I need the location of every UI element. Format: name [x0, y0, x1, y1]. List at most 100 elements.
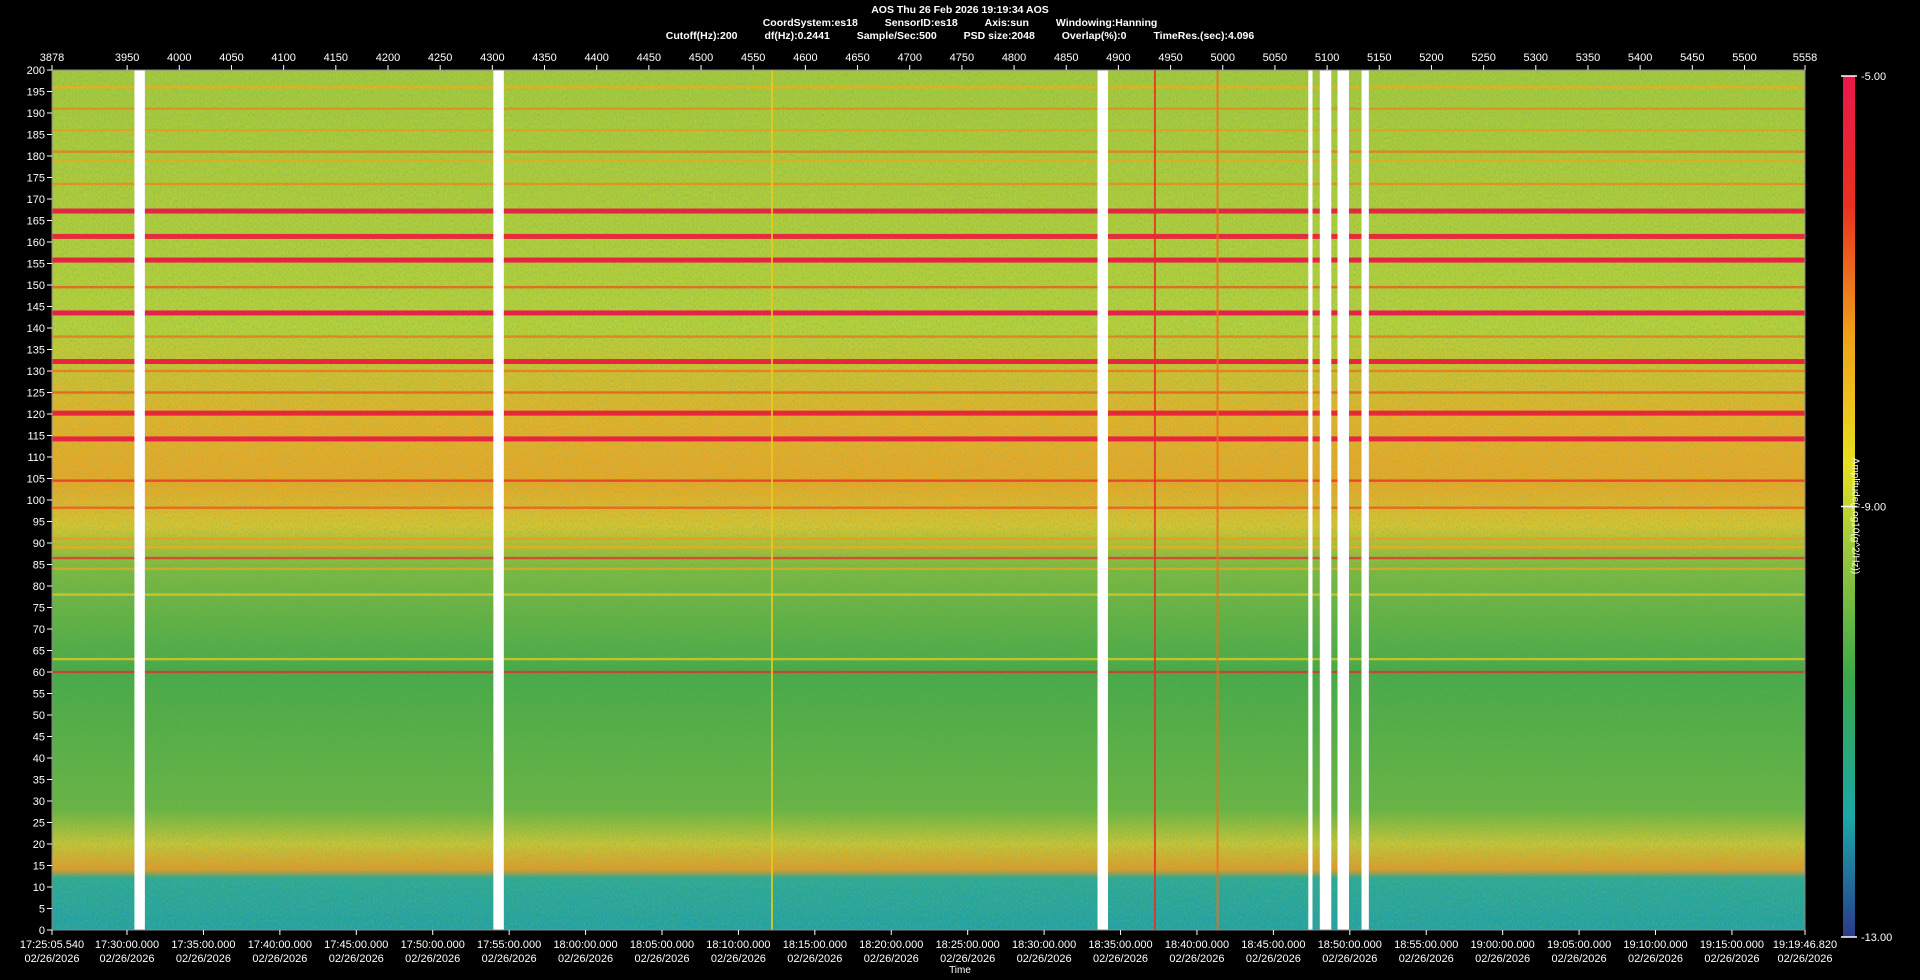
- top-tick-label: 4650: [845, 52, 869, 64]
- vertical-event-line: [770, 70, 773, 930]
- y-tick-label: 95: [33, 517, 45, 529]
- y-tick-label: 35: [33, 775, 45, 787]
- vertical-event-line: [1216, 70, 1219, 930]
- bottom-axis: 17:25:05.540 02/26/2026 17:30:00.000 02/26/…: [20, 930, 1837, 965]
- frequency-band: [52, 150, 1805, 153]
- top-tick-label: 5150: [1367, 52, 1391, 64]
- bottom-tick-time: 19:15:00.000: [1700, 939, 1764, 951]
- frequency-band: [52, 335, 1805, 338]
- bottom-tick-date: 02/26/2026: [176, 953, 231, 965]
- data-gap: [1337, 70, 1350, 930]
- bottom-tick-date: 02/26/2026: [99, 953, 154, 965]
- colorbar-tick-label: -9.00: [1861, 502, 1886, 514]
- bottom-tick-time: 17:45:00.000: [324, 939, 388, 951]
- bottom-tick-date: 02/26/2026: [1628, 953, 1683, 965]
- y-tick-label: 170: [27, 194, 45, 206]
- bottom-tick-date: 02/26/2026: [1093, 953, 1148, 965]
- y-tick-label: 70: [33, 624, 45, 636]
- bottom-tick-time: 17:30:00.000: [95, 939, 159, 951]
- bottom-tick-time: 17:55:00.000: [477, 939, 541, 951]
- frequency-band: [52, 233, 1805, 239]
- y-tick-label: 145: [27, 302, 45, 314]
- bottom-tick-time: 18:35:00.000: [1088, 939, 1152, 951]
- bottom-tick-time: 18:20:00.000: [859, 939, 923, 951]
- colorbar-tick-label: -13.00: [1861, 932, 1892, 944]
- top-tick-label: 4800: [1002, 52, 1026, 64]
- y-tick-label: 90: [33, 538, 45, 550]
- bottom-tick-date: 02/26/2026: [1552, 953, 1607, 965]
- frequency-band: [52, 556, 1805, 560]
- y-tick-label: 100: [27, 495, 45, 507]
- frequency-band: [52, 479, 1805, 482]
- bottom-tick-time: 19:19:46.820: [1773, 939, 1837, 951]
- top-tick-label: 5100: [1315, 52, 1339, 64]
- top-tick-label: 4400: [584, 52, 608, 64]
- time-res: TimeRes.(sec):4.096: [1153, 30, 1255, 42]
- frequency-band: [52, 546, 1805, 549]
- colorbar-tick-label: -5.00: [1861, 71, 1886, 83]
- frequency-band: [52, 567, 1805, 570]
- top-tick-label: 4100: [271, 52, 295, 64]
- top-tick-label: 5500: [1732, 52, 1756, 64]
- y-tick-label: 165: [27, 216, 45, 228]
- chart-header: AOS Thu 26 Feb 2026 19:19:34 AOS CoordSy…: [0, 4, 1920, 43]
- top-tick-label: 4500: [689, 52, 713, 64]
- coord-system: CoordSystem:es18: [762, 17, 858, 29]
- y-axis: 0 5 10 15 20 25 30 35 40 45 50 55 60 65 70 75 80 85 90 95 10…: [27, 65, 52, 937]
- bottom-tick-date: 02/26/2026: [634, 953, 689, 965]
- bottom-tick-time: 18:05:00.000: [630, 939, 694, 951]
- y-tick-label: 25: [33, 818, 45, 830]
- caption-line-2: Cutoff(Hz):200 df(Hz):0.2441 Sample/Sec:…: [0, 30, 1920, 43]
- frequency-band: [52, 182, 1805, 186]
- bottom-tick-time: 18:45:00.000: [1241, 939, 1305, 951]
- y-tick-label: 5: [39, 904, 45, 916]
- y-tick-label: 50: [33, 710, 45, 722]
- y-tick-label: 10: [33, 882, 45, 894]
- top-tick-label: 4050: [219, 52, 243, 64]
- frequency-band: [52, 657, 1805, 661]
- top-tick-label: 4000: [167, 52, 191, 64]
- y-tick-label: 15: [33, 861, 45, 873]
- top-tick-label: 4300: [480, 52, 504, 64]
- bottom-tick-time: 17:50:00.000: [401, 939, 465, 951]
- top-tick-label: 4450: [637, 52, 661, 64]
- bottom-tick-date: 02/26/2026: [1704, 953, 1759, 965]
- bottom-tick-date: 02/26/2026: [1246, 953, 1301, 965]
- frequency-band: [52, 391, 1805, 394]
- top-tick-label: 4350: [532, 52, 556, 64]
- df: df(Hz):0.2441: [764, 30, 830, 42]
- frequency-bands: [52, 86, 1805, 674]
- plot-area: [51, 69, 1806, 931]
- top-tick-label: 5000: [1211, 52, 1235, 64]
- frequency-band: [52, 436, 1805, 442]
- frequency-band: [52, 129, 1805, 132]
- data-gap: [134, 70, 145, 930]
- frequency-band: [52, 310, 1805, 316]
- bottom-tick-time: 18:00:00.000: [553, 939, 617, 951]
- frequency-band: [52, 257, 1805, 263]
- top-tick-label: 4900: [1106, 52, 1130, 64]
- y-tick-label: 105: [27, 474, 45, 486]
- top-tick-label: 5450: [1680, 52, 1704, 64]
- bottom-tick-time: 18:40:00.000: [1165, 939, 1229, 951]
- top-tick-label: 4550: [741, 52, 765, 64]
- y-tick-label: 120: [27, 409, 45, 421]
- top-tick-label: 5558: [1793, 52, 1817, 64]
- data-gap: [1319, 70, 1332, 930]
- bottom-tick-date: 02/26/2026: [787, 953, 842, 965]
- y-tick-label: 60: [33, 667, 45, 679]
- bottom-tick-time: 18:55:00.000: [1394, 939, 1458, 951]
- top-tick-label: 5300: [1524, 52, 1548, 64]
- data-gaps: [134, 70, 1369, 930]
- y-tick-label: 30: [33, 796, 45, 808]
- caption-line-1: CoordSystem:es18 SensorID:es18 Axis:sun …: [0, 17, 1920, 30]
- axis: Axis:sun: [984, 17, 1029, 29]
- frequency-band: [52, 285, 1805, 289]
- bottom-tick-date: 02/26/2026: [1169, 953, 1224, 965]
- bottom-tick-time: 18:30:00.000: [1012, 939, 1076, 951]
- frequency-band: [52, 359, 1805, 365]
- top-tick-label: 3950: [115, 52, 139, 64]
- y-tick-label: 185: [27, 130, 45, 142]
- frequency-band: [52, 159, 1805, 162]
